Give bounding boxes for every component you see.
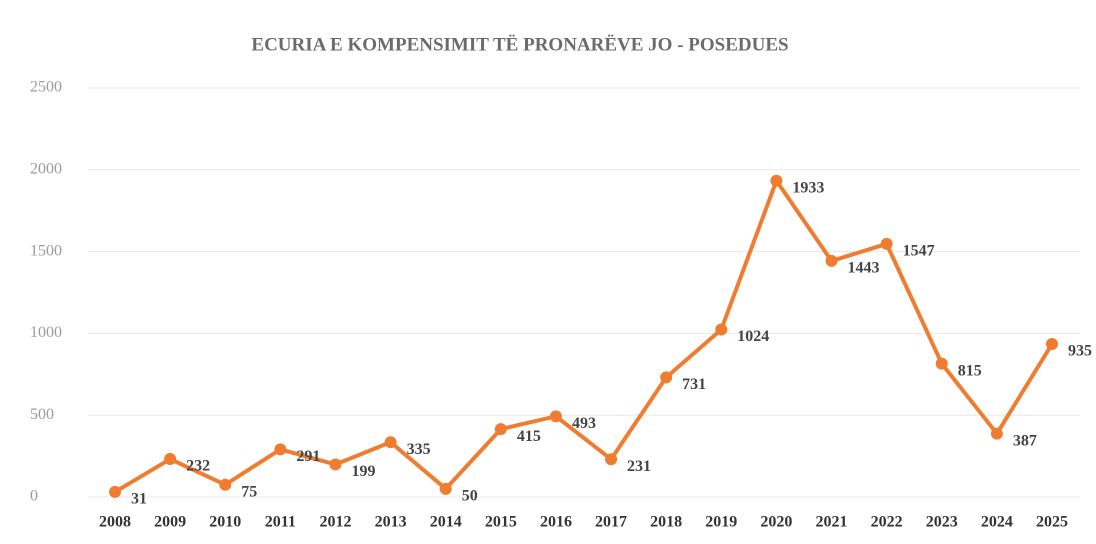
point xyxy=(605,453,618,466)
value-label: 493 xyxy=(572,415,596,432)
point xyxy=(660,371,673,384)
point xyxy=(770,174,783,187)
point xyxy=(880,237,893,250)
y-tick-label: 1500 xyxy=(30,242,62,259)
value-label: 1024 xyxy=(737,328,769,345)
value-label: 31 xyxy=(131,491,147,508)
x-tick-label: 2019 xyxy=(705,514,737,531)
x-tick-label: 2016 xyxy=(540,514,572,531)
x-tick-label: 2021 xyxy=(816,514,848,531)
value-label: 232 xyxy=(186,458,210,475)
x-tick-label: 2022 xyxy=(871,514,903,531)
value-label: 1443 xyxy=(848,260,880,277)
chart-title: ECURIA E KOMPENSIMIT TË PRONARËVE JO - P… xyxy=(251,34,788,55)
point xyxy=(825,254,838,267)
x-tick-label: 2009 xyxy=(154,514,186,531)
x-tick-label: 2014 xyxy=(430,514,462,531)
point xyxy=(274,443,287,456)
value-label: 1547 xyxy=(903,243,935,260)
x-tick-label: 2025 xyxy=(1036,514,1068,531)
y-tick-label: 500 xyxy=(30,406,54,423)
value-label: 935 xyxy=(1068,343,1092,360)
x-tick-label: 2015 xyxy=(485,514,517,531)
value-label: 815 xyxy=(958,362,982,379)
x-tick-label: 2024 xyxy=(981,514,1013,531)
y-tick-label: 2000 xyxy=(30,160,62,177)
point xyxy=(549,410,562,423)
y-tick-label: 1000 xyxy=(30,324,62,341)
value-label: 415 xyxy=(517,428,541,445)
value-label: 1933 xyxy=(792,179,824,196)
x-tick-label: 2012 xyxy=(319,514,351,531)
y-tick-label: 0 xyxy=(30,488,38,505)
point xyxy=(439,482,452,495)
x-tick-label: 2010 xyxy=(209,514,241,531)
x-tick-label: 2013 xyxy=(375,514,407,531)
value-label: 199 xyxy=(351,463,375,480)
point xyxy=(990,427,1003,440)
value-label: 231 xyxy=(627,458,651,475)
x-tick-label: 2023 xyxy=(926,514,958,531)
point xyxy=(715,323,728,336)
y-tick-label: 2500 xyxy=(30,79,62,96)
point xyxy=(494,423,507,436)
value-label: 387 xyxy=(1013,432,1037,449)
point xyxy=(109,485,121,498)
x-tick-label: 2018 xyxy=(650,514,682,531)
line xyxy=(113,178,1054,494)
x-tick-label: 2011 xyxy=(265,514,296,531)
value-label: 75 xyxy=(241,483,257,500)
value-label: 291 xyxy=(296,448,320,465)
x-tick-label: 2020 xyxy=(760,514,792,531)
point xyxy=(219,478,232,491)
x-tick-label: 2017 xyxy=(595,514,627,531)
point xyxy=(329,458,342,471)
value-label: 335 xyxy=(407,441,431,458)
point xyxy=(1046,338,1058,351)
point xyxy=(384,436,397,449)
value-label: 50 xyxy=(462,487,478,504)
value-label: 731 xyxy=(682,376,706,393)
point xyxy=(164,453,177,466)
point xyxy=(935,357,948,370)
x-tick-label: 2008 xyxy=(99,514,131,531)
